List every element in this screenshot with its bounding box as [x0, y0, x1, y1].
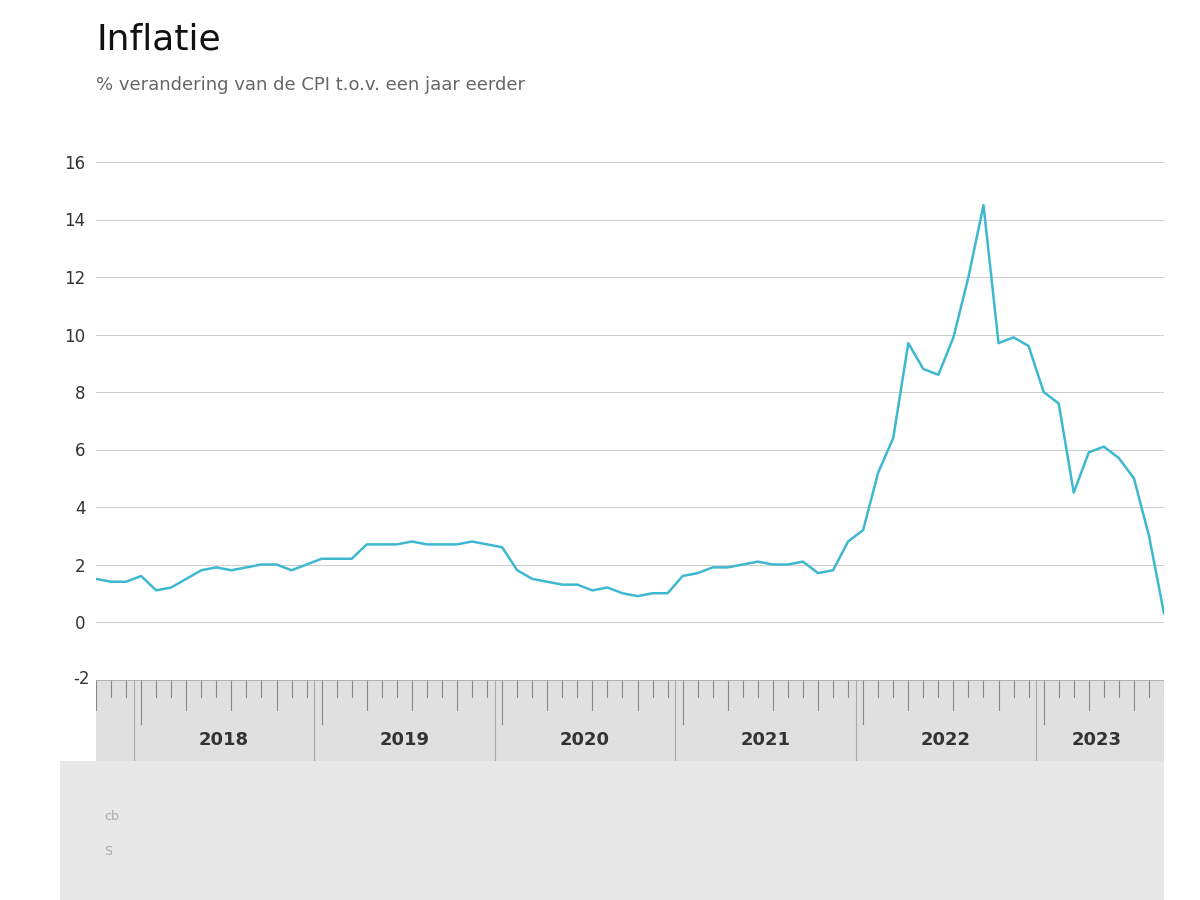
Text: % verandering van de CPI t.o.v. een jaar eerder: % verandering van de CPI t.o.v. een jaar… — [96, 76, 526, 94]
Text: 2023: 2023 — [1072, 731, 1121, 749]
Text: 2020: 2020 — [560, 731, 610, 749]
Text: 2022: 2022 — [920, 731, 971, 749]
Text: 2021: 2021 — [740, 731, 791, 749]
Text: 2018: 2018 — [199, 731, 248, 749]
Text: 2019: 2019 — [379, 731, 430, 749]
Text: Inflatie: Inflatie — [96, 22, 221, 57]
Text: -2: -2 — [73, 670, 90, 688]
Text: S: S — [104, 845, 112, 858]
Text: cb: cb — [104, 810, 119, 823]
